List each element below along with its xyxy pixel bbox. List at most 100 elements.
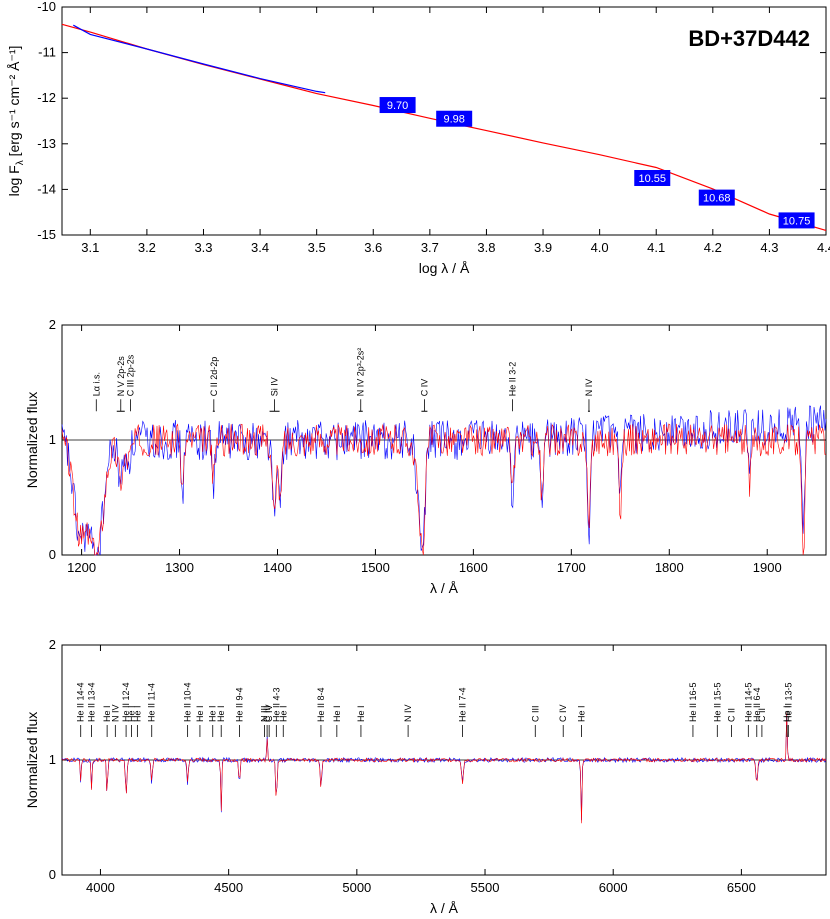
x-tick-label: 1600 xyxy=(459,560,488,575)
y-tick-label: 0 xyxy=(49,547,56,562)
observed-sed-line xyxy=(73,24,326,94)
line-id-label: He II 6-4 xyxy=(752,687,762,722)
line-id-label: He II 11-4 xyxy=(147,683,157,722)
line-id-label: Si IV xyxy=(270,377,280,396)
sed-data: 9.70 9.98 10.55 10.68 10.75 xyxy=(61,23,827,231)
x-tick-label: 4.4 xyxy=(817,240,830,255)
x-tick-label: 1200 xyxy=(67,560,96,575)
uv-ylabel: Normalized flux xyxy=(24,392,40,488)
optical-line-ids: He II 14-4 He II 13-4 He IN IV He II 12-4He… xyxy=(76,682,793,737)
line-id-label: C IV xyxy=(264,704,274,722)
line-id-label: C IV xyxy=(558,704,568,722)
line-id-label: He II 10-4 xyxy=(183,682,193,722)
line-id-label: C III xyxy=(262,705,272,722)
y-tick-label: 1 xyxy=(49,752,56,767)
line-id-label: C III 2p-2s xyxy=(126,354,136,396)
line-id-label: He II 3-2 xyxy=(508,362,518,397)
line-id-label: He I xyxy=(208,705,218,722)
magnitude-label: 10.68 xyxy=(703,193,731,205)
x-tick-label: 4.0 xyxy=(591,240,609,255)
x-tick-label: 3.6 xyxy=(364,240,382,255)
magnitude-label: 9.98 xyxy=(443,114,464,126)
x-tick-label: 5000 xyxy=(342,880,371,895)
x-tick-label: 6500 xyxy=(727,880,756,895)
x-tick-label: 3.3 xyxy=(194,240,212,255)
magnitude-badge xyxy=(698,189,735,206)
line-id-label: He I xyxy=(332,705,342,722)
line-id-label: He II 12-4 xyxy=(121,682,131,722)
x-tick-label: 1700 xyxy=(557,560,586,575)
line-id-label: He I xyxy=(356,705,366,722)
y-tick-label: 2 xyxy=(49,637,56,652)
uv-xlabel: λ / Å xyxy=(430,580,459,596)
y-tick-label: -10 xyxy=(37,0,56,14)
model-spectrum xyxy=(61,423,827,556)
line-id-label: He II 14-4 xyxy=(76,682,86,722)
magnitude-label: 9.70 xyxy=(387,100,408,112)
y-tick-label: 0 xyxy=(49,867,56,882)
x-tick-label: 3.4 xyxy=(251,240,269,255)
magnitude-badge xyxy=(379,97,416,114)
line-id-label: N V 2p-2s xyxy=(116,356,126,397)
star-name: BD+37D442 xyxy=(688,26,810,51)
line-id-label: He II 7-4 xyxy=(458,687,468,722)
line-id-label: He II 16-5 xyxy=(688,682,698,722)
line-id-label: He II 13-4 xyxy=(87,682,97,722)
x-tick-label: 4500 xyxy=(214,880,243,895)
optical-ticks: 4000 4500 5000 5500 6000 6500 0 1 2 xyxy=(49,637,826,895)
magnitude-badge xyxy=(436,110,473,127)
line-id-label: He II 4-3 xyxy=(271,687,281,722)
line-id-label: N IV 2p³-2s² xyxy=(356,348,366,397)
x-tick-label: 3.1 xyxy=(81,240,99,255)
line-id-label: He II 15-5 xyxy=(712,682,722,722)
x-tick-label: 4000 xyxy=(86,880,115,895)
magnitude-label: 10.75 xyxy=(783,215,811,227)
line-id-label: He II 13-5 xyxy=(783,682,793,722)
magnitude-label: 10.55 xyxy=(638,173,666,185)
optical-ylabel: Normalized flux xyxy=(24,712,40,808)
x-tick-label: 3.7 xyxy=(421,240,439,255)
x-tick-label: 4.1 xyxy=(647,240,665,255)
line-id-label: C IV xyxy=(419,379,429,397)
line-id-label: He I xyxy=(132,705,142,722)
magnitude-badge xyxy=(778,212,815,229)
x-tick-label: 1300 xyxy=(165,560,194,575)
sed-ylabel: log Fλ [erg s⁻¹ cm⁻² Å⁻¹] xyxy=(6,46,26,197)
y-tick-label: -13 xyxy=(37,136,56,151)
line-id-label: He I xyxy=(216,705,226,722)
x-tick-label: 3.9 xyxy=(534,240,552,255)
x-tick-label: 3.5 xyxy=(308,240,326,255)
line-id-label: He I xyxy=(782,705,792,722)
sed-panel: 3.1 3.2 3.3 3.4 3.5 3.6 3.7 3.8 3.9 4.0 4.1 4.2 4.3 4… xyxy=(6,0,830,276)
line-id-label: C II xyxy=(757,708,767,722)
x-tick-label: 3.2 xyxy=(138,240,156,255)
uv-ticks: 1200 1300 1400 1500 1600 1700 1800 1900 0 1 2 xyxy=(49,317,826,575)
line-id-label: N IV xyxy=(584,379,594,397)
line-id-label: N IV xyxy=(403,704,413,722)
line-id-label: He II 8-4 xyxy=(316,687,326,722)
x-tick-label: 3.8 xyxy=(477,240,495,255)
line-id-label: He I xyxy=(102,705,112,722)
line-id-label: He II 9-4 xyxy=(234,687,244,722)
uv-panel: 1200 1300 1400 1500 1600 1700 1800 1900 0 1 2 Lα i… xyxy=(24,317,827,596)
y-tick-label: -12 xyxy=(37,90,56,105)
y-tick-label: -15 xyxy=(37,227,56,242)
x-tick-label: 5500 xyxy=(471,880,500,895)
line-id-label: N III xyxy=(260,705,270,722)
sed-frame xyxy=(61,6,827,236)
x-tick-label: 4.3 xyxy=(760,240,778,255)
model-spectrum xyxy=(61,712,827,824)
x-tick-label: 1400 xyxy=(263,560,292,575)
line-id-label: He I xyxy=(576,705,586,722)
magnitude-badge xyxy=(634,170,671,186)
x-tick-label: 1500 xyxy=(361,560,390,575)
sed-ticks: 3.1 3.2 3.3 3.4 3.5 3.6 3.7 3.8 3.9 4.0 4.1 4.2 4.3 4… xyxy=(37,0,830,255)
y-tick-label: 1 xyxy=(49,432,56,447)
line-id-label: Lα i.s. xyxy=(91,372,101,396)
observed-spectrum xyxy=(61,714,827,821)
optical-data xyxy=(61,712,827,824)
line-id-label: C II 2d-2p xyxy=(209,357,219,397)
y-tick-label: -11 xyxy=(38,45,56,60)
x-tick-label: 1800 xyxy=(655,560,684,575)
